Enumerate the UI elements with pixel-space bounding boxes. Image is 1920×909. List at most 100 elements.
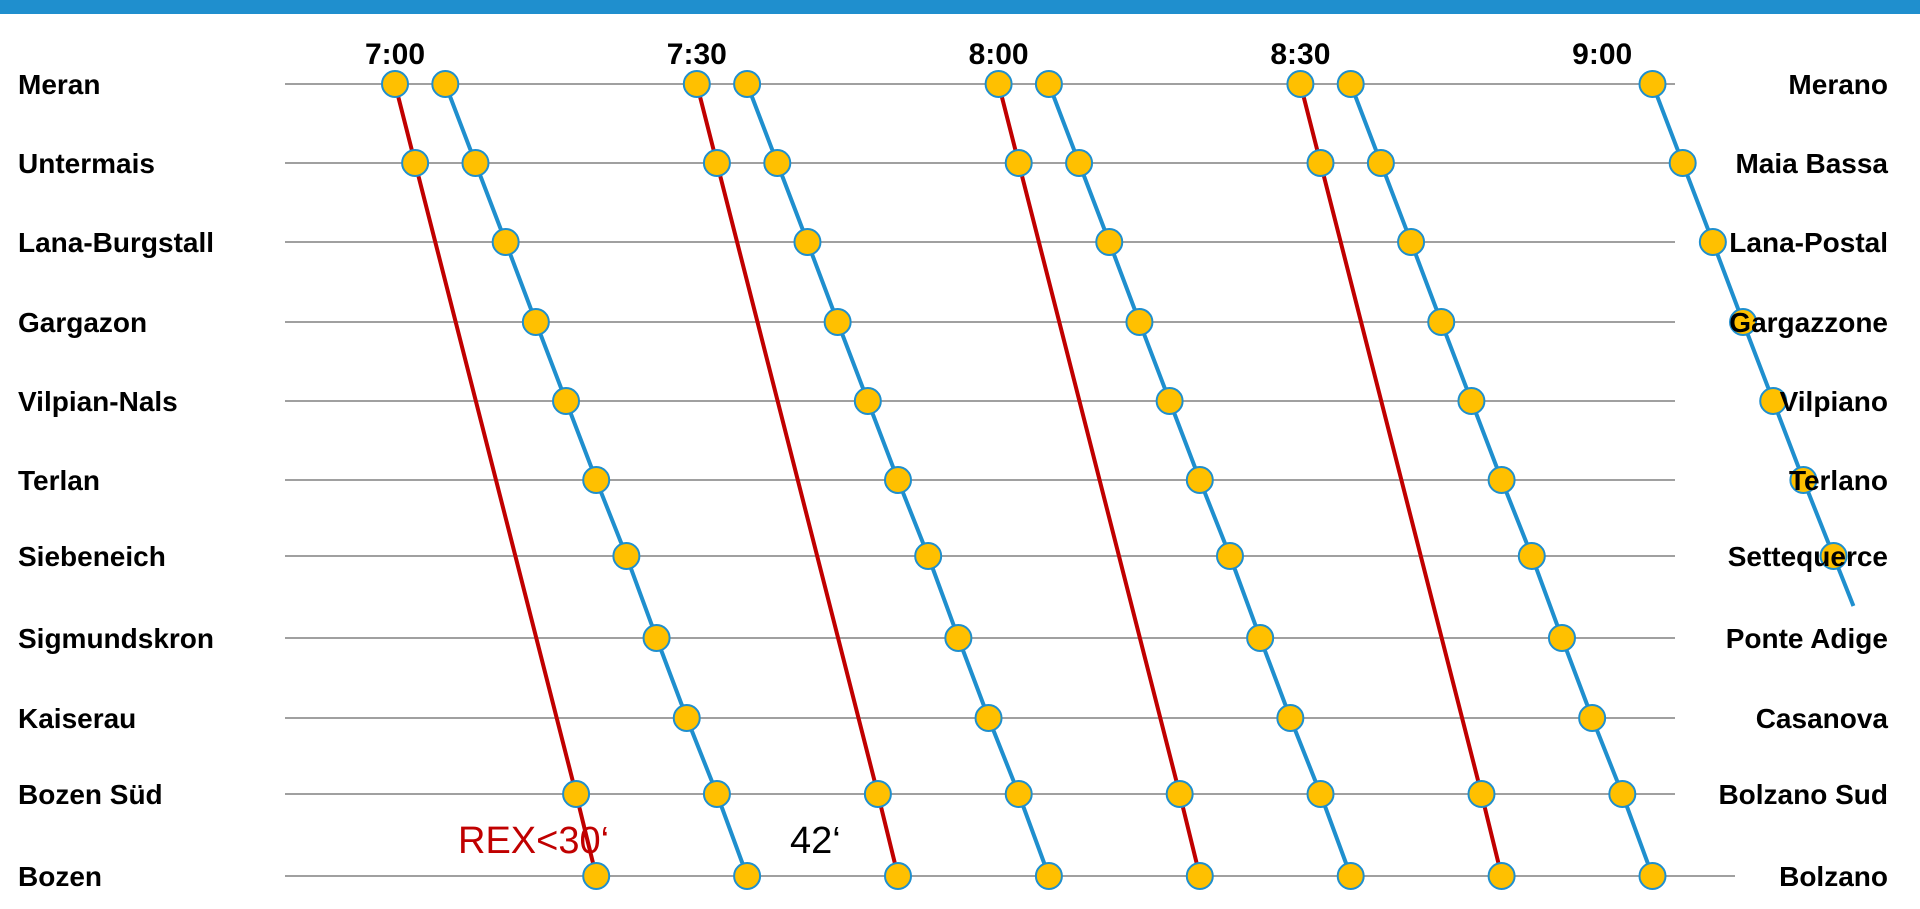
station-label-de: Bozen [18,861,102,892]
stop-marker [1608,780,1637,808]
stop-marker [562,780,591,808]
station-label-it: Maia Bassa [1735,148,1888,179]
station-label-it: Vilpiano [1780,386,1888,417]
station-label-de: Terlan [18,465,100,496]
stop-marker [1065,149,1094,177]
stop-marker [1729,308,1758,336]
stop-marker [1185,466,1214,494]
stop-marker [1668,149,1697,177]
station-labels-german: Meran Untermais Lana-Burgstall Gargazon Vilp… [18,69,214,892]
station-label-it: Terlano [1789,465,1888,496]
local-train-annotation: 42‘ [790,820,841,862]
stop-marker [974,704,1003,732]
station-label-it: Casanova [1756,703,1889,734]
stop-marker [672,704,701,732]
stop-marker [1276,704,1305,732]
stop-marker [381,70,409,98]
stop-marker [431,70,460,98]
stop-marker [793,228,822,256]
stop-marker [1165,780,1194,808]
stop-marker [1246,624,1275,652]
stop-marker [461,149,490,177]
time-label: 7:30 [667,38,727,71]
stop-marker [1638,862,1667,890]
station-label-de: Bozen Süd [18,779,163,810]
stop-marker [884,466,912,494]
station-label-it: Gargazzone [1729,307,1888,338]
stop-marker [984,70,1013,98]
stop-marker [612,542,641,570]
stop-marker [1336,862,1365,890]
stop-marker [1185,862,1214,890]
time-label: 9:00 [1572,38,1632,71]
station-label-it: Bolzano Sud [1718,779,1888,810]
stop-marker [1004,780,1033,808]
station-lines [285,83,1735,877]
stop-marker [702,780,731,808]
stop-marker [1759,387,1788,415]
stop-marker [853,387,882,415]
stop-marker [642,624,671,652]
stop-marker [401,149,430,177]
stop-marker [682,70,711,98]
time-label: 8:30 [1270,38,1330,71]
stop-marker [521,308,550,336]
stop-marker [1467,780,1496,808]
stop-marker [1578,704,1607,732]
stop-marker [1336,70,1365,98]
stop-marker [1215,542,1244,570]
stop-marker [552,387,581,415]
stop-marker [1487,862,1516,890]
stop-marker [1819,542,1848,570]
stop-marker [1638,70,1667,98]
regional-express-annotation: REX<30‘ [458,820,609,862]
stop-marker [763,149,792,177]
stop-marker [582,466,611,494]
stop-marker [1397,228,1426,256]
stop-marker [944,624,973,652]
regional-train-path [996,83,1202,877]
station-label-de: Siebeneich [18,541,166,572]
stop-marker [1155,387,1184,415]
stop-marker [733,862,762,890]
stop-marker [1547,624,1576,652]
stop-marker [1517,542,1546,570]
stop-marker [733,70,762,98]
stop-marker [1698,228,1727,256]
stop-marker [1306,149,1335,177]
station-label-de: Kaiserau [18,703,136,734]
station-labels-italian: Merano Maia Bassa Lana-Postal Gargazzone Vil… [1718,69,1888,892]
stop-marker [863,780,892,808]
stop-marker [1366,149,1395,177]
stop-marker [884,862,912,890]
station-label-it: Bolzano [1779,861,1888,892]
station-label-it: Lana-Postal [1729,227,1888,258]
station-label-it: Merano [1788,69,1888,100]
regional-train-path [694,83,900,877]
stop-marker [1427,308,1456,336]
station-label-de: Gargazon [18,307,147,338]
stop-marker [1306,780,1335,808]
stop-marker [1034,70,1063,98]
station-label-it: Ponte Adige [1726,623,1888,654]
station-label-de: Lana-Burgstall [18,227,214,258]
stop-marker [1286,70,1315,98]
regional-train-path [1298,83,1504,877]
station-label-de: Untermais [18,148,155,179]
stop-marker [914,542,943,570]
stop-marker [1095,228,1124,256]
station-label-de: Vilpian-Nals [18,386,178,417]
stop-marker [1034,862,1063,890]
station-label-de: Sigmundskron [18,623,214,654]
time-label: 7:00 [365,38,425,71]
stop-marker [491,228,520,256]
stop-marker [702,149,731,177]
top-accent-bar [0,0,1920,14]
stop-marker [1125,308,1154,336]
stop-marker [1004,149,1033,177]
time-label: 8:00 [969,38,1029,71]
stop-markers [381,70,1848,890]
station-label-de: Meran [18,69,100,100]
stop-marker [1487,466,1516,494]
